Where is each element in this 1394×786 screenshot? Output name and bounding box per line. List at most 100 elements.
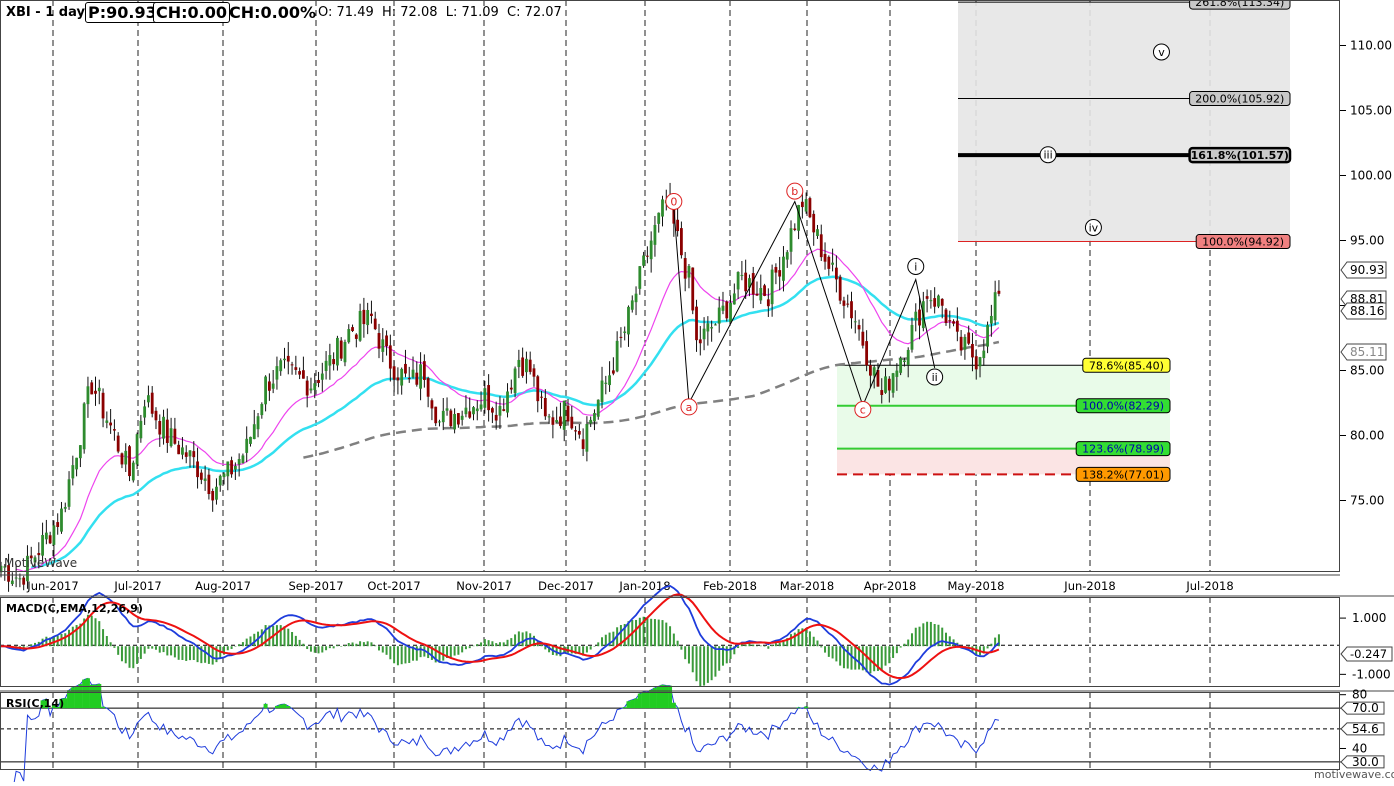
candle-body <box>835 268 838 280</box>
wave-label: c <box>860 404 866 417</box>
candle-body <box>457 413 460 424</box>
macd-hist-bar <box>824 646 826 652</box>
macd-hist-bar <box>832 646 834 658</box>
x-tick-label: Jul-2018 <box>1185 579 1233 593</box>
candle-body <box>706 323 709 331</box>
rsi-overbought-fill <box>676 708 680 709</box>
candle-body <box>449 411 452 427</box>
candle-body <box>423 361 426 380</box>
rsi-overbought-fill <box>638 694 642 709</box>
macd-hist-bar <box>760 646 762 647</box>
candle-body <box>824 254 827 262</box>
candle-body <box>729 303 732 322</box>
candle-body <box>514 369 517 394</box>
macd-hist-bar <box>117 646 119 655</box>
candle-body <box>812 214 815 232</box>
rsi-title: RSI(C,14) <box>6 697 64 710</box>
candle-body <box>41 535 44 556</box>
candle-body <box>763 285 766 296</box>
macd-hist-bar <box>246 639 248 647</box>
y-tick-label: 95.00 <box>1350 234 1384 248</box>
price-box: P:90.93 <box>85 2 160 23</box>
macd-hist-bar <box>30 644 32 646</box>
candle-body <box>22 578 25 585</box>
macd-hist-bar <box>756 646 758 647</box>
macd-hist-bar <box>930 622 932 646</box>
macd-hist-bar <box>654 619 656 646</box>
candle-body <box>242 455 245 463</box>
change-box: CH:0.00 <box>153 2 230 23</box>
macd-hist-bar <box>639 618 641 646</box>
candle-body <box>317 380 320 383</box>
macd-hist-bar <box>635 620 637 646</box>
macd-hist-bar <box>393 646 395 663</box>
candle-body <box>480 404 483 409</box>
macd-hist-bar <box>454 646 456 655</box>
candle-body <box>196 461 199 477</box>
candle-body <box>166 420 169 443</box>
candle-body <box>404 364 407 374</box>
macd-hist-bar <box>646 618 648 646</box>
candle-body <box>929 300 932 301</box>
candle-body <box>321 374 324 380</box>
macd-hist-bar <box>915 628 917 646</box>
candle-body <box>676 220 679 231</box>
macd-hist-bar <box>72 627 74 646</box>
candle-body <box>294 367 297 370</box>
rsi-y-tick-label: 70.0 <box>1352 701 1379 715</box>
candle-body <box>888 379 891 391</box>
fib-projection-zone <box>958 2 1290 241</box>
candle-body <box>623 332 626 333</box>
macd-hist-bar <box>703 646 705 685</box>
macd-hist-bar <box>231 646 233 649</box>
rsi-overbought-fill <box>283 704 287 708</box>
macd-hist-bar <box>404 646 406 663</box>
candle-body <box>419 364 422 388</box>
candle-body <box>381 339 384 352</box>
macd-hist-bar <box>775 643 777 646</box>
macd-hist-bar <box>794 633 796 647</box>
rsi-overbought-fill <box>264 704 268 708</box>
candle-body <box>790 228 793 252</box>
macd-hist-bar <box>507 640 509 646</box>
macd-hist-bar <box>503 642 505 646</box>
macd-hist-bar <box>692 646 694 672</box>
macd-hist-bar <box>91 616 93 647</box>
candle-body <box>506 391 509 412</box>
macd-hist-bar <box>495 643 497 646</box>
macd-hist-bar <box>586 646 588 652</box>
candle-body <box>699 339 702 343</box>
candle-body <box>597 400 600 417</box>
candle-body <box>412 370 415 378</box>
macd-hist-bar <box>752 645 754 647</box>
macd-hist-bar <box>129 646 131 668</box>
macd-hist-bar <box>934 624 936 646</box>
macd-y-tick-label: 1.000 <box>1352 611 1386 625</box>
rsi-overbought-fill <box>642 692 646 708</box>
macd-hist-bar <box>174 646 176 657</box>
wave-label: ii <box>932 371 938 384</box>
candle-body <box>340 341 343 359</box>
candle-body <box>831 263 834 265</box>
candle-body <box>510 388 513 390</box>
x-tick-label: Jun-2017 <box>26 579 78 593</box>
macd-hist-bar <box>287 629 289 647</box>
candle-body <box>170 428 173 446</box>
candle-body <box>90 382 93 394</box>
macd-hist-bar <box>340 646 342 647</box>
rsi-overbought-fill <box>661 685 665 708</box>
macd-hist-bar <box>665 623 667 647</box>
x-tick-label: May-2018 <box>948 579 1005 593</box>
candle-body <box>517 360 520 367</box>
x-tick-label: Oct-2017 <box>367 579 420 593</box>
candle-body <box>11 581 14 584</box>
candle-body <box>461 416 464 420</box>
macd-hist-bar <box>68 630 70 646</box>
y-tick-label: 85.00 <box>1350 364 1384 378</box>
candle-body <box>933 298 936 307</box>
candle-body <box>903 360 906 362</box>
macd-hist-bar <box>767 646 769 649</box>
candle-body <box>185 452 188 457</box>
